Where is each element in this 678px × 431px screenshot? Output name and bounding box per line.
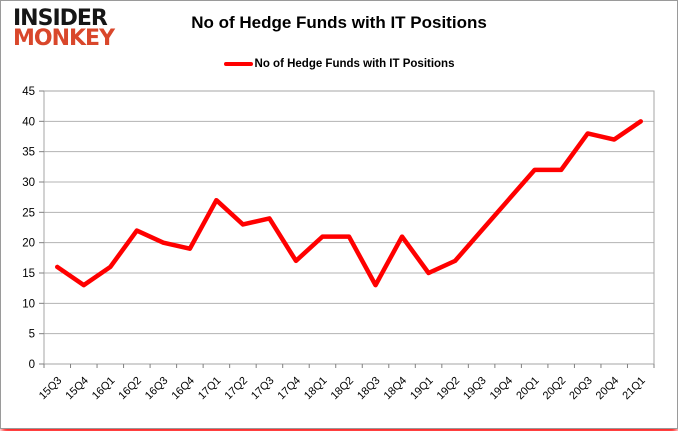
x-tick-label: 18Q1 (302, 375, 330, 403)
x-tick-label: 19Q3 (461, 375, 489, 403)
x-tick-label: 20Q2 (541, 375, 569, 403)
y-tick-label: 25 (22, 207, 35, 219)
x-tick-label: 18Q3 (355, 375, 383, 403)
x-tick-label: 15Q3 (37, 375, 65, 403)
insider-monkey-logo: INSIDER MONKEY (13, 6, 115, 52)
y-tick-label: 0 (29, 359, 35, 371)
x-tick-label: 21Q1 (620, 375, 648, 403)
x-tick-label: 17Q3 (249, 375, 277, 403)
x-tick-label: 20Q1 (514, 375, 542, 403)
y-tick-label: 40 (22, 116, 35, 128)
x-tick-label: 18Q2 (329, 375, 357, 403)
x-tick-label: 20Q3 (567, 375, 595, 403)
x-tick-label: 19Q2 (435, 375, 463, 403)
x-tick-label: 19Q4 (488, 375, 516, 403)
x-tick-label: 17Q4 (276, 375, 304, 403)
y-tick-label: 10 (22, 298, 35, 310)
x-tick-label: 16Q3 (143, 375, 171, 403)
logo-line-monkey: MONKEY (13, 26, 115, 52)
x-tick-label: 17Q1 (196, 375, 224, 403)
y-tick-label: 45 (22, 86, 35, 98)
x-tick-label: 17Q2 (223, 375, 251, 403)
plot-border (43, 90, 655, 365)
x-tick-label: 15Q4 (63, 375, 91, 403)
series-line (55, 119, 643, 288)
page-title: No of Hedge Funds with IT Positions (191, 13, 487, 32)
logo-line-insider: INSIDER (13, 6, 108, 31)
y-tick-label: 30 (22, 177, 35, 189)
x-tick-label: 19Q1 (408, 375, 436, 403)
x-tick-label: 20Q4 (594, 375, 622, 403)
legend-label: No of Hedge Funds with IT Positions (254, 58, 455, 70)
y-tick-label: 20 (22, 238, 35, 250)
x-tick-label: 16Q4 (169, 375, 197, 403)
legend-line-swatch-icon (223, 62, 253, 66)
legend: No of Hedge Funds with IT Positions (1, 58, 677, 70)
x-tick-label: 16Q1 (90, 375, 118, 403)
y-tick-label: 35 (22, 147, 35, 159)
x-tick-label: 16Q2 (116, 375, 144, 403)
x-tick-label: 18Q4 (382, 375, 410, 403)
y-tick-label: 15 (22, 268, 35, 280)
y-tick-label: 5 (29, 329, 35, 341)
